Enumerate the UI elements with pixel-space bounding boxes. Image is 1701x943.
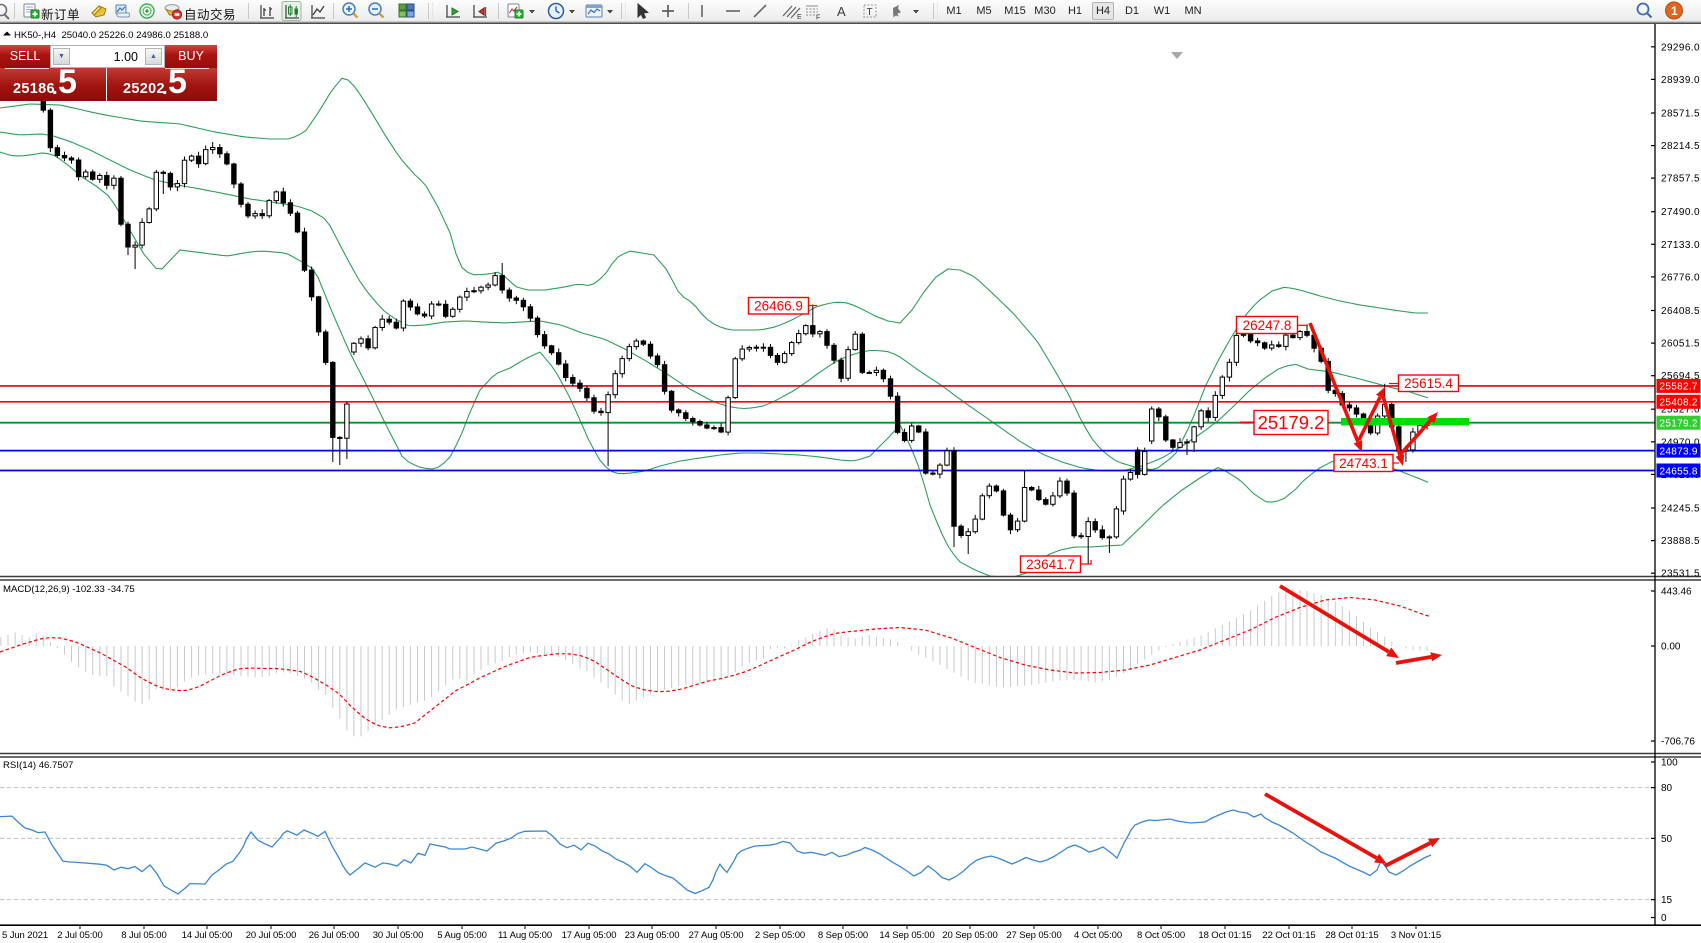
svg-text:50: 50 [1661,834,1673,845]
svg-text:8 Sep 05:00: 8 Sep 05:00 [818,930,868,941]
svg-text:23888.5: 23888.5 [1661,536,1700,547]
svg-text:28214.5: 28214.5 [1661,141,1700,152]
svg-text:-706.76: -706.76 [1661,737,1695,748]
svg-text:25179.2: 25179.2 [1660,419,1698,430]
svg-text:22 Oct 01:15: 22 Oct 01:15 [1262,930,1315,941]
svg-text:25615.4: 25615.4 [1404,376,1453,391]
svg-text:25327.0: 25327.0 [1661,405,1700,416]
svg-text:2 Sep 05:00: 2 Sep 05:00 [755,930,805,941]
svg-text:23531.5: 23531.5 [1661,569,1700,580]
svg-text:25179.2: 25179.2 [1258,412,1325,433]
svg-text:2 Jul 05:00: 2 Jul 05:00 [57,930,102,941]
svg-text:24655.8: 24655.8 [1660,466,1698,477]
svg-text:26776.0: 26776.0 [1661,272,1700,283]
svg-text:24743.1: 24743.1 [1339,456,1388,471]
svg-text:26247.8: 26247.8 [1243,318,1292,333]
svg-text:0: 0 [1661,913,1667,924]
svg-text:24970.0: 24970.0 [1661,437,1700,448]
svg-text:23641.7: 23641.7 [1026,557,1075,572]
svg-text:14 Sep 05:00: 14 Sep 05:00 [879,930,934,941]
svg-text:27 Sep 05:00: 27 Sep 05:00 [1006,930,1061,941]
svg-text:100: 100 [1661,758,1678,769]
svg-text:24245.5: 24245.5 [1661,504,1700,515]
svg-text:27490.0: 27490.0 [1661,207,1700,218]
svg-text:4 Oct 05:00: 4 Oct 05:00 [1074,930,1122,941]
svg-text:A: A [837,4,846,19]
svg-text:24873.9: 24873.9 [1660,446,1698,457]
svg-text:23 Aug 05:00: 23 Aug 05:00 [625,930,680,941]
svg-text:26466.9: 26466.9 [754,299,803,314]
svg-text:5 Jun 2021: 5 Jun 2021 [2,930,48,941]
svg-text:28571.5: 28571.5 [1661,109,1700,120]
svg-text:HK50-,H4 25040.0 25226.0 2498: HK50-,H4 25040.0 25226.0 24986.0 25188.0 [14,30,208,41]
svg-text:25582.7: 25582.7 [1660,382,1698,393]
svg-text:26051.5: 26051.5 [1661,339,1700,350]
svg-text:18 Oct 01:15: 18 Oct 01:15 [1198,930,1251,941]
svg-text:20 Jul 05:00: 20 Jul 05:00 [246,930,297,941]
svg-text:17 Aug 05:00: 17 Aug 05:00 [562,930,617,941]
svg-text:29296.0: 29296.0 [1661,42,1700,53]
svg-text:8 Jul 05:00: 8 Jul 05:00 [121,930,166,941]
svg-text:27 Aug 05:00: 27 Aug 05:00 [689,930,744,941]
svg-text:MACD(12,26,9) -102.33 -34.75: MACD(12,26,9) -102.33 -34.75 [3,584,135,595]
svg-text:20 Sep 05:00: 20 Sep 05:00 [942,930,997,941]
svg-text:3 Nov 01:15: 3 Nov 01:15 [1391,930,1441,941]
svg-text:8 Oct 05:00: 8 Oct 05:00 [1137,930,1185,941]
svg-text:80: 80 [1661,783,1673,794]
svg-text:25408.2: 25408.2 [1660,398,1698,409]
svg-text:E: E [797,14,802,21]
svg-text:28 Oct 01:15: 28 Oct 01:15 [1325,930,1378,941]
svg-text:15: 15 [1661,895,1673,906]
svg-text:F: F [816,15,820,22]
svg-text:28939.0: 28939.0 [1661,75,1700,86]
svg-text:0.00: 0.00 [1661,642,1681,653]
svg-text:RSI(14) 46.7507: RSI(14) 46.7507 [3,760,73,771]
svg-text:1: 1 [1671,4,1678,18]
svg-text:30 Jul 05:00: 30 Jul 05:00 [373,930,424,941]
svg-text:27857.5: 27857.5 [1661,174,1700,185]
svg-text:443.46: 443.46 [1661,587,1692,598]
svg-text:25694.5: 25694.5 [1661,371,1700,382]
svg-text:T: T [867,7,873,18]
svg-text:11 Aug 05:00: 11 Aug 05:00 [498,930,552,941]
svg-text:26408.5: 26408.5 [1661,306,1700,317]
svg-text:26 Jul 05:00: 26 Jul 05:00 [309,930,360,941]
svg-text:14 Jul 05:00: 14 Jul 05:00 [182,930,233,941]
svg-text:5 Aug 05:00: 5 Aug 05:00 [437,930,487,941]
svg-text:27133.0: 27133.0 [1661,240,1700,251]
